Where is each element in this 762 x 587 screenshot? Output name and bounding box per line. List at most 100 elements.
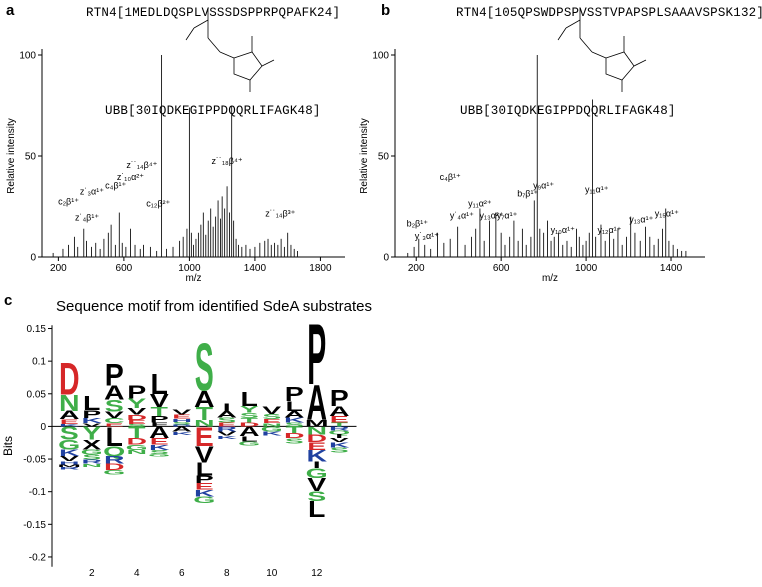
logo-letter-l: L (196, 459, 213, 480)
logo-x-tick-label: 2 (89, 568, 95, 579)
logo-letter-p: P (82, 408, 101, 421)
logo-x-tick-label: 4 (134, 568, 140, 579)
motif-chart-title: Sequence motif from identified SdeA subs… (56, 298, 373, 315)
logo-letter-s: S (285, 437, 304, 445)
logo-letter-k: K (194, 489, 216, 499)
ribose-ring (605, 51, 635, 81)
logo-letter-t: T (241, 417, 259, 424)
panel-a-label: a (6, 2, 15, 19)
logo-letter-k: K (329, 441, 350, 449)
logo-letter-g: G (126, 444, 148, 452)
logo-y-tick-label: -0.15 (23, 520, 46, 531)
logo-x-tick-label: 12 (311, 568, 323, 579)
logo-letter-a: A (171, 425, 192, 433)
panel-b-label: b (381, 2, 391, 19)
logo-letter-g: G (261, 425, 283, 433)
logo-letter-n: N (194, 419, 215, 429)
y-tick-label: 50 (25, 152, 37, 163)
y-tick-label: 0 (30, 253, 36, 264)
x-tick-label: 1000 (178, 263, 201, 274)
peak-annotation: y˙₃α¹⁺ (415, 231, 439, 241)
logo-letter-l: L (106, 422, 123, 452)
logo-letter-e: E (307, 440, 326, 453)
logo-letter-r: R (171, 424, 192, 427)
logo-letter-d: D (126, 414, 147, 422)
ribose-phosphate-structure-icon (557, 8, 647, 92)
logo-letter-a: A (194, 387, 215, 412)
logo-letter-g: G (193, 495, 215, 505)
logo-letter-k: K (261, 431, 282, 437)
logo-letter-s: S (105, 397, 124, 415)
logo-letter-l: L (308, 498, 325, 523)
logo-letter-v: V (60, 455, 79, 463)
peak-annotation: y˙₄α¹⁺ (450, 211, 474, 221)
logo-letter-n: N (261, 423, 282, 428)
logo-letter-t: T (128, 423, 145, 441)
logo-letter-g: G (148, 453, 170, 457)
panel-b-sequence-bottom: UBB[30IQDKEGIPPDQQRLIFAGK48] (460, 104, 676, 118)
logo-y-tick-label: 0.1 (32, 357, 46, 368)
logo-letter-e: E (172, 414, 191, 420)
peak-annotation: y₁₁α¹⁺ (585, 184, 609, 194)
logo-letter-a: A (284, 410, 305, 420)
logo-letter-m: M (305, 419, 329, 429)
logo-letter-v: V (105, 410, 124, 420)
logo-letter-p: P (150, 415, 169, 425)
logo-letter-q: Q (103, 444, 125, 459)
logo-letter-n: N (126, 449, 147, 455)
logo-letter-v: V (82, 423, 102, 428)
logo-letter-p: P (285, 384, 304, 406)
logo-letter-l: L (83, 393, 100, 415)
y-axis-label: Relative intensity (359, 118, 370, 194)
logo-letter-e: E (60, 418, 79, 425)
logo-letter-k: K (59, 423, 80, 427)
logo-x-tick-label: 10 (266, 568, 278, 579)
logo-letter-v: V (195, 443, 214, 468)
logo-letter-a: A (329, 404, 350, 419)
peak-annotation: y₇α¹⁺ (497, 211, 518, 221)
logo-letter-p: P (105, 358, 124, 393)
logo-letter-s: S (330, 446, 349, 454)
logo-letter-e: E (150, 437, 169, 447)
logo-letter-r: R (81, 459, 102, 465)
x-tick-label: 600 (493, 263, 510, 274)
logo-x-tick-label: 6 (179, 568, 185, 579)
logo-y-tick-label: -0.2 (29, 552, 47, 563)
logo-letter-v: V (172, 408, 191, 416)
logo-y-tick-label: -0.05 (23, 455, 46, 466)
logo-letter-t: T (196, 404, 214, 425)
logo-letter-y: Y (240, 405, 259, 415)
peak-annotation: y₉α¹⁺ (533, 180, 554, 190)
logo-letter-v: V (330, 437, 349, 443)
logo-x-tick-label: 8 (224, 568, 230, 579)
logo-letter-s: S (60, 424, 79, 445)
x-axis-label: m/z (542, 273, 558, 284)
logo-letter-e: E (330, 415, 349, 425)
logo-letter-d: D (59, 355, 80, 405)
logo-letter-s: S (217, 416, 236, 424)
peak-annotation: z˙˙₁₄β⁴⁺ (126, 160, 157, 170)
logo-letter-v: V (262, 404, 282, 417)
logo-letter-t: T (286, 425, 304, 435)
logo-letter-n: N (59, 391, 80, 416)
peak-annotation: b₂β¹⁺ (407, 219, 429, 229)
logo-letter-l: L (286, 399, 303, 414)
x-tick-label: 1000 (575, 263, 598, 274)
logo-letter-q: Q (328, 429, 350, 435)
peak-annotation: c₄β¹⁺ (440, 172, 461, 182)
logo-letter-k: K (216, 435, 237, 440)
logo-letter-l: L (241, 435, 259, 443)
logo-letter-a: A (59, 408, 80, 422)
logo-letter-i: I (313, 460, 321, 470)
logo-letter-i: I (335, 433, 343, 439)
logo-letter-e: E (195, 422, 214, 452)
peak-annotation: y₁₅α¹⁺ (655, 209, 679, 219)
ribose-ring (233, 51, 263, 81)
logo-letter-d: D (284, 432, 305, 440)
logo-letter-a: A (306, 374, 327, 430)
logo-letter-k: K (284, 416, 305, 424)
peak-annotation: z˙₁₀α²⁺ (117, 172, 144, 182)
panel-a-sequence-top: RTN4[1MEDLDQSPLVSSSDSPPRPQPAFK24] (86, 6, 341, 20)
logo-letter-f: F (151, 422, 168, 428)
